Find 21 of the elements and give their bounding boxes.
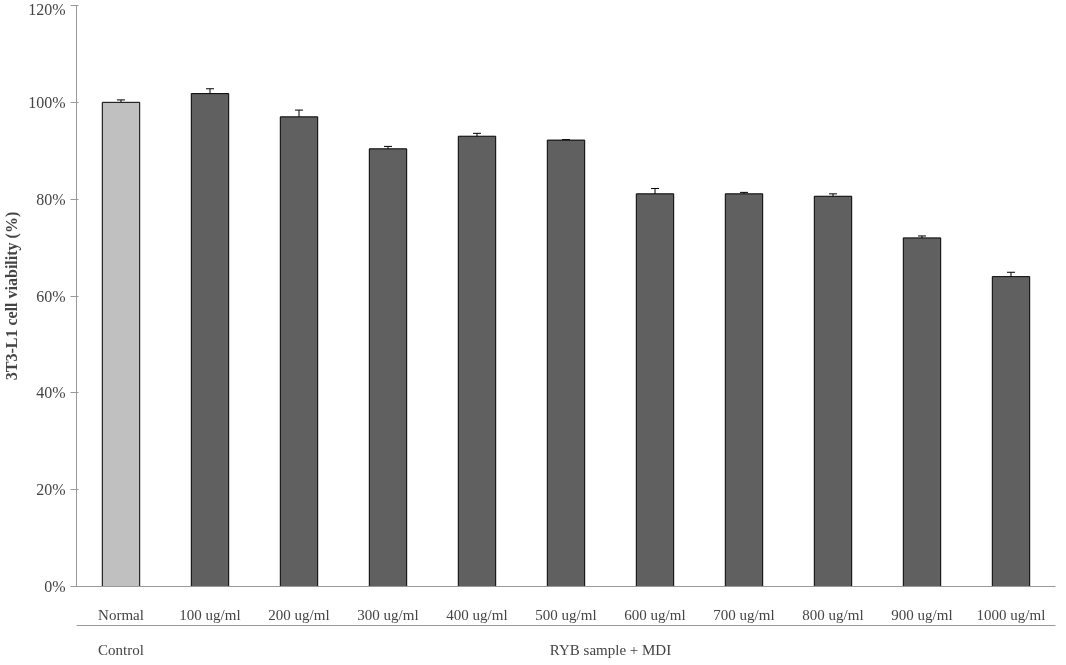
x-tick-label: 800 ug/ml: [802, 606, 864, 623]
x-tick-label: Normal: [98, 606, 144, 623]
x-tick-label: 700 ug/ml: [713, 606, 775, 623]
y-tick-label: 120%: [28, 0, 66, 18]
x-tick-label: 900 ug/ml: [891, 606, 953, 623]
y-tick-label: 60%: [36, 287, 66, 305]
x-tick-label: 100 ug/ml: [179, 606, 241, 623]
text: Control: [98, 641, 144, 658]
y-tick-label: 0%: [44, 578, 66, 595]
text: RYB sample + MDI: [549, 641, 672, 658]
y-tick-label: 20%: [36, 481, 66, 499]
y-tick-label: 40%: [36, 384, 66, 402]
x-tick-label: 300 ug/ml: [357, 606, 419, 623]
x-tick-label: 600 ug/ml: [624, 606, 686, 623]
y-tick-label: 80%: [36, 190, 66, 208]
x-tick-label: 1000 ug/ml: [976, 606, 1046, 623]
y-axis-title: 3T3-L1 cell viability (%): [3, 211, 22, 381]
x-tick-label: 200 ug/ml: [268, 606, 330, 623]
y-tick-label: 100%: [28, 93, 66, 111]
x-tick-label: 500 ug/ml: [535, 606, 597, 623]
x-tick-label: 400 ug/ml: [446, 606, 508, 623]
